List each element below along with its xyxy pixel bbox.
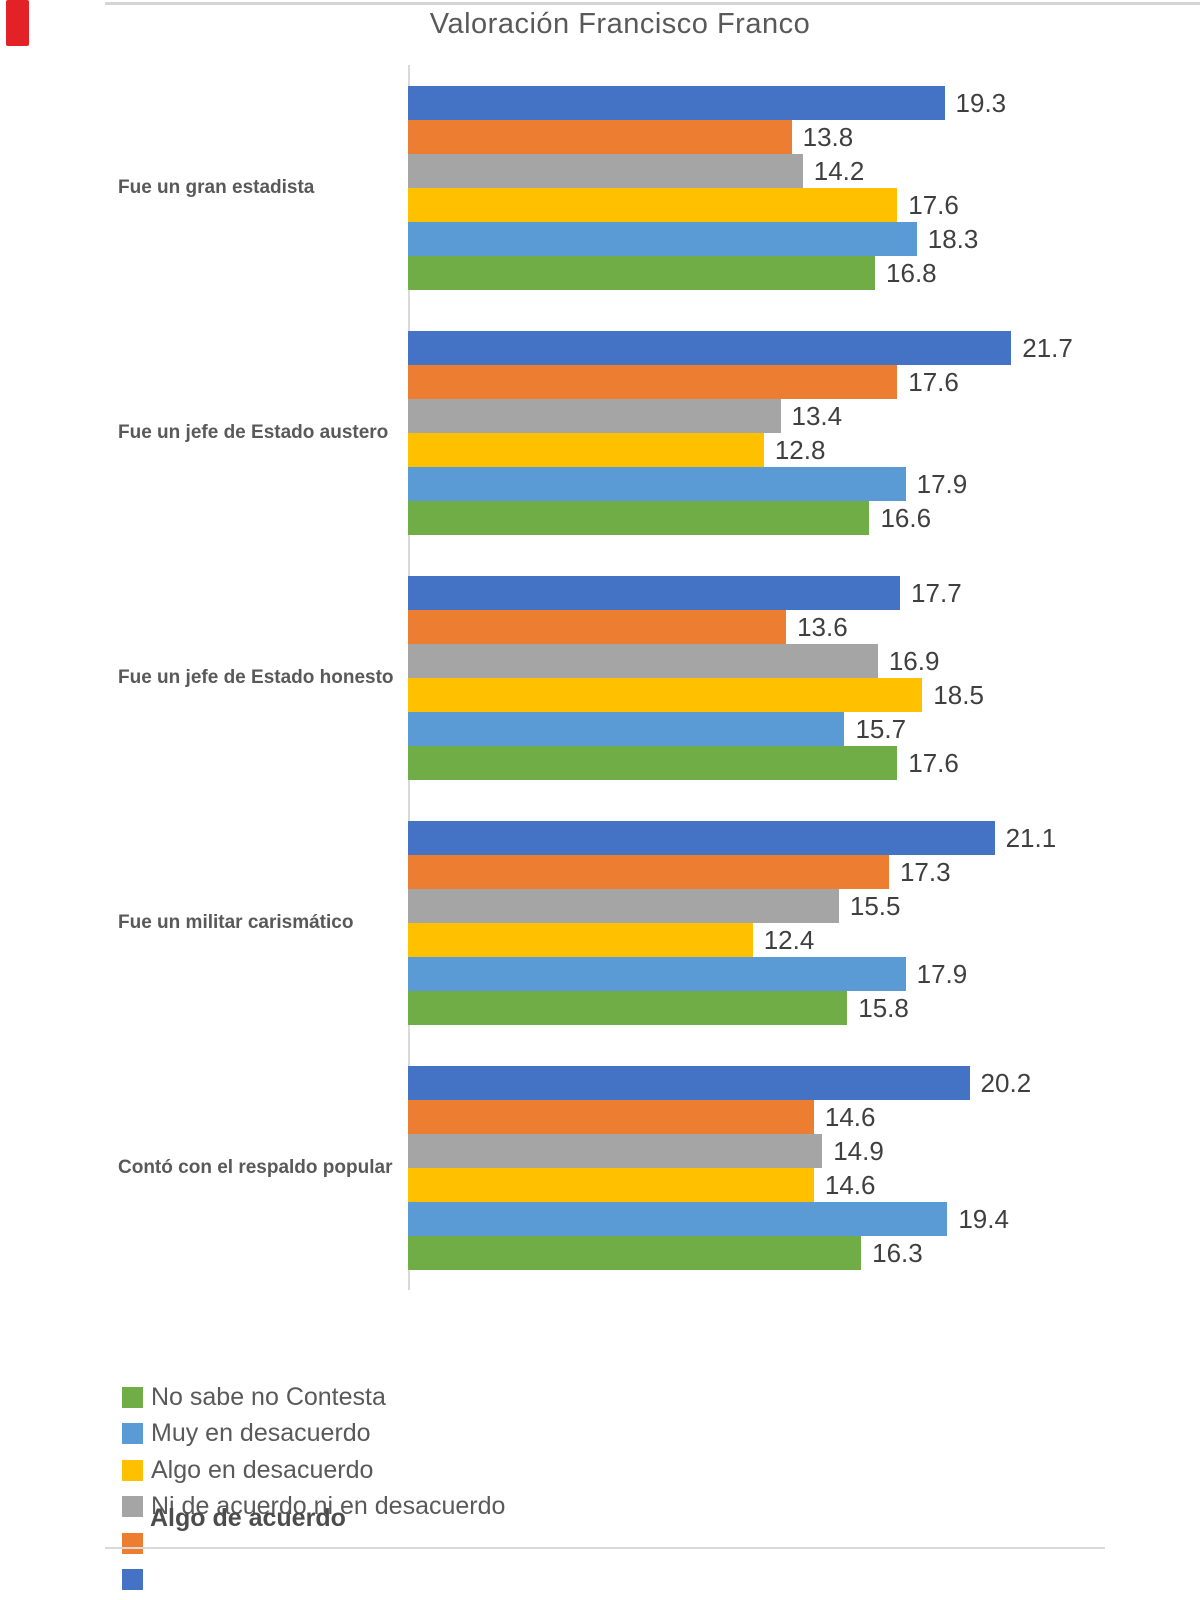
bar: [408, 330, 1012, 365]
bar-value-label: 21.1: [1005, 822, 1057, 853]
bar-value-label: 17.7: [911, 577, 962, 608]
bar: [408, 398, 781, 433]
legend-swatch-icon: [122, 1532, 143, 1554]
bar: [408, 1167, 814, 1202]
category-label: Fue un jefe de Estado honesto: [118, 666, 394, 688]
bar: [408, 187, 898, 222]
bar: [408, 575, 901, 610]
bar: [408, 1065, 970, 1100]
bar: [408, 500, 870, 535]
bar-value-label: 17.6: [908, 366, 959, 397]
chart-title: Valoración Francisco Franco: [429, 8, 811, 40]
bar-value-label: 16.6: [880, 502, 932, 533]
bar: [408, 888, 839, 923]
legend-item: No sabe no Contesta: [122, 1383, 386, 1411]
bar-value-label: 21.7: [1022, 332, 1073, 363]
legend-swatch-icon: [122, 1386, 143, 1408]
legend-divider: [105, 1547, 1105, 1549]
legend-item: Ni de acuerdo ni en desacuerdo: [122, 1493, 505, 1521]
category-label: Fue un jefe de Estado austero: [118, 421, 389, 443]
bar: [408, 1235, 862, 1270]
bar: [408, 85, 945, 120]
bar-value-label: 14.9: [833, 1135, 884, 1166]
legend-swatch-icon: [122, 1569, 143, 1590]
bar-value-label: 12.4: [763, 924, 815, 955]
bar-value-label: 16.3: [872, 1237, 923, 1268]
legend-label: No sabe no Contesta: [151, 1382, 386, 1411]
bar: [408, 643, 878, 678]
bar-value-label: 18.5: [933, 679, 984, 710]
bar-value-label: 16.8: [886, 257, 937, 288]
legend-item: Algo en desacuerdo: [122, 1456, 373, 1484]
bar-value-label: 20.2: [980, 1067, 1032, 1098]
legend-label: Muy en desacuerdo: [151, 1419, 371, 1447]
bar: [408, 221, 917, 256]
bar: [408, 119, 792, 154]
bar: [408, 854, 889, 889]
legend-swatch-icon: [122, 1423, 143, 1444]
bar: [408, 990, 848, 1025]
category-label: Fue un gran estadista: [118, 176, 315, 198]
bar-value-label: 19.4: [958, 1203, 1009, 1234]
chart-top-border: [105, 2, 1200, 5]
bar-value-label: 17.3: [899, 856, 951, 887]
bar: [408, 432, 764, 467]
bar-value-label: 14.2: [813, 155, 865, 186]
bar-value-label: 13.6: [797, 611, 848, 642]
legend-item: [122, 1566, 143, 1594]
bar: [408, 677, 923, 712]
bar-value-label: 17.6: [908, 189, 959, 220]
bar-value-label: 17.9: [916, 468, 968, 499]
bar-value-label: 17.6: [908, 747, 959, 778]
bar-value-label: 15.5: [849, 890, 901, 921]
legend-item: [122, 1529, 143, 1557]
bar: [408, 609, 787, 644]
bar-value-label: 18.3: [927, 223, 979, 254]
bar: [408, 745, 898, 780]
category-label: Contó con el respaldo popular: [118, 1156, 393, 1178]
legend-item: Muy en desacuerdo: [122, 1420, 371, 1448]
bar-value-label: 13.8: [802, 121, 854, 152]
legend-label: Algo en desacuerdo: [151, 1455, 374, 1484]
bar: [408, 1133, 823, 1168]
bar-value-label: 17.9: [916, 958, 968, 989]
category-label: Fue un militar carismático: [118, 911, 354, 933]
bar-value-label: 13.4: [791, 400, 843, 431]
bar: [408, 153, 803, 188]
legend-swatch-icon: [122, 1459, 143, 1481]
bar: [408, 1099, 814, 1134]
bar-value-label: 19.3: [955, 87, 1007, 118]
bar: [408, 956, 906, 991]
bar: [408, 364, 898, 399]
bar-value-label: 14.6: [824, 1169, 876, 1200]
bar-value-label: 14.6: [824, 1101, 876, 1132]
bar: [408, 1201, 948, 1236]
bar: [408, 255, 876, 290]
legend-overlap-label: Algo de acuerdo: [150, 1504, 346, 1532]
legend-label: Ni de acuerdo ni en desacuerdo: [151, 1492, 506, 1520]
bar-value-label: 15.7: [855, 713, 907, 744]
bar: [408, 922, 753, 957]
bar-value-label: 16.9: [888, 645, 940, 676]
bar: [408, 711, 845, 746]
bar: [408, 820, 995, 855]
bar-value-label: 15.8: [858, 992, 909, 1023]
red-marker: [6, 0, 29, 46]
bar: [408, 466, 906, 501]
legend-swatch-icon: [122, 1496, 143, 1517]
bar-value-label: 12.8: [774, 434, 826, 465]
